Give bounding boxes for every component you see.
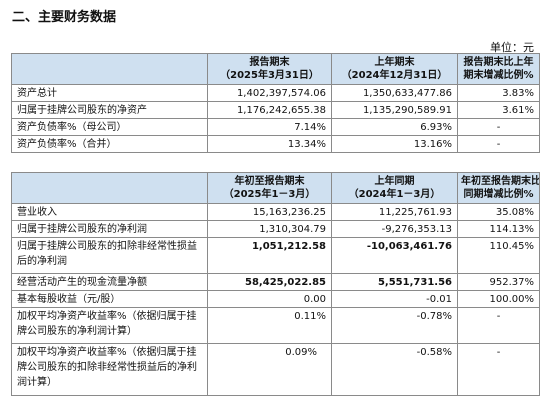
current-value: 15,163,236.25 [207,203,332,221]
header-row: 报告期末 （2025年3月31日） 上年期末 （2024年12月31日） 报告期末比… [11,53,540,85]
change-value: - [457,307,540,344]
table-row: 资产负债率%（母公司） 7.14% 6.93% - [11,118,540,136]
row-label: 基本每股收益（元/股） [11,290,208,308]
row-label: 营业收入 [11,203,208,221]
current-value: 13.34% [207,135,332,153]
current-value: 0.11% [207,307,332,344]
change-value: - [457,343,540,396]
table-row: 归属于挂牌公司股东的净资产 1,176,242,655.38 1,135,290… [11,101,540,119]
table-row: 营业收入 15,163,236.25 11,225,761.93 35.08% [11,203,540,221]
current-value: 1,402,397,574.06 [207,84,332,102]
balance-table: 报告期末 （2025年3月31日） 上年期末 （2024年12月31日） 报告期末比… [11,53,540,153]
current-value: 1,310,304.79 [207,220,332,238]
row-label: 资产总计 [11,84,208,102]
table-row: 归属于挂牌公司股东的净利润 1,310,304.79 -9,276,353.13… [11,220,540,238]
table-row: 资产总计 1,402,397,574.06 1,350,633,477.86 3… [11,84,540,102]
header-cell-current: 年初至报告期末 （2025年1－3月） [207,172,332,204]
header-cell-change: 报告期末比上年 期末增减比例% [457,53,540,85]
header-cell-label [11,172,208,204]
prior-value: -0.78% [331,307,458,344]
change-value: 110.45% [457,237,540,274]
change-value: 35.08% [457,203,540,221]
row-label: 归属于挂牌公司股东的扣除非经常性损益后的净利润 [11,237,208,274]
header-cell-current: 报告期末 （2025年3月31日） [207,53,332,85]
change-value: - [457,118,540,136]
header-cell-label [11,53,208,85]
current-value: 7.14% [207,118,332,136]
current-value: 58,425,022.85 [207,273,332,291]
header-cell-prior: 上年期末 （2024年12月31日） [331,53,458,85]
prior-value: 5,551,731.56 [331,273,458,291]
table-row: 加权平均净资产收益率%（依据归属于挂牌公司股东的净利润计算） 0.11% -0.… [11,307,540,344]
header-cell-prior: 上年同期 （2024年1－3月） [331,172,458,204]
row-label: 加权平均净资产收益率%（依据归属于挂牌公司股东的净利润计算） [11,307,208,344]
header-cell-change: 年初至报告期末比上年同期增减比例% [457,172,540,204]
header-row: 年初至报告期末 （2025年1－3月） 上年同期 （2024年1－3月） 年初至报告… [11,172,540,204]
current-value: 1,051,212.58 [207,237,332,274]
change-value: 114.13% [457,220,540,238]
change-value: 952.37% [457,273,540,291]
prior-value: 11,225,761.93 [331,203,458,221]
section-title: 二、主要财务数据 [12,10,117,25]
table-row: 加权平均净资产收益率%（依据归属于挂牌公司股东的扣除非经常性损益后的净利润计算）… [11,343,540,396]
current-value: 1,176,242,655.38 [207,101,332,119]
row-label: 资产负债率%（母公司） [11,118,208,136]
change-value: 3.61% [457,101,540,119]
income-table: 年初至报告期末 （2025年1－3月） 上年同期 （2024年1－3月） 年初至报告… [11,172,540,396]
prior-value: -10,063,461.76 [331,237,458,274]
table-row: 经营活动产生的现金流量净额 58,425,022.85 5,551,731.56… [11,273,540,291]
table-row: 基本每股收益（元/股） 0.00 -0.01 100.00% [11,290,540,308]
change-value: - [457,135,540,153]
row-label: 加权平均净资产收益率%（依据归属于挂牌公司股东的扣除非经常性损益后的净利润计算） [11,343,208,396]
prior-value: 6.93% [331,118,458,136]
prior-value: 1,135,290,589.91 [331,101,458,119]
row-label: 归属于挂牌公司股东的净利润 [11,220,208,238]
prior-value: -0.01 [331,290,458,308]
prior-value: -0.58% [331,343,458,396]
prior-value: 1,350,633,477.86 [331,84,458,102]
prior-value: 13.16% [331,135,458,153]
current-value: 0.09% [207,343,332,396]
row-label: 归属于挂牌公司股东的净资产 [11,101,208,119]
row-label: 资产负债率%（合并） [11,135,208,153]
unit-label: 单位：元 [490,41,534,54]
prior-value: -9,276,353.13 [331,220,458,238]
change-value: 100.00% [457,290,540,308]
current-value: 0.00 [207,290,332,308]
table-row: 归属于挂牌公司股东的扣除非经常性损益后的净利润 1,051,212.58 -10… [11,237,540,274]
table-row: 资产负债率%（合并） 13.34% 13.16% - [11,135,540,153]
change-value: 3.83% [457,84,540,102]
row-label: 经营活动产生的现金流量净额 [11,273,208,291]
